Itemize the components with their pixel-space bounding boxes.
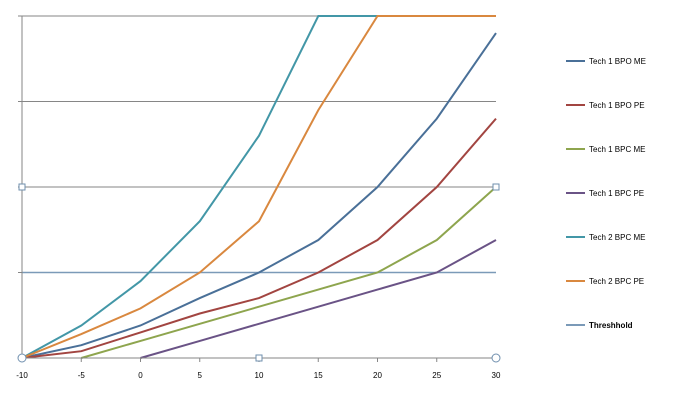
legend-label: Tech 1 BPC ME xyxy=(589,145,645,154)
resize-handle[interactable] xyxy=(255,354,263,362)
x-tick-label: 15 xyxy=(314,371,323,380)
legend-label: Tech 1 BPO PE xyxy=(589,101,645,110)
x-tick-label: 30 xyxy=(492,371,501,380)
series-line-tech-1-bpc-me xyxy=(81,186,497,359)
x-tick-label: 0 xyxy=(138,371,143,380)
legend-label: Threshhold xyxy=(589,321,633,330)
corner-handle[interactable] xyxy=(17,353,27,363)
legend-entry: Tech 2 BPC ME xyxy=(566,233,645,242)
legend-entry: Tech 2 BPC PE xyxy=(566,277,644,286)
legend-entry: Tech 1 BPO PE xyxy=(566,101,645,110)
resize-handle[interactable] xyxy=(492,183,500,191)
x-tick-label: -10 xyxy=(16,371,28,380)
grid-layer xyxy=(22,15,496,273)
legend-entry: Threshhold xyxy=(566,321,633,330)
x-tick-label: -5 xyxy=(78,371,86,380)
legend-entry: Tech 1 BPC ME xyxy=(566,145,645,154)
corner-handle[interactable] xyxy=(491,353,501,363)
series-line-tech-1-bpc-pe xyxy=(140,239,497,359)
x-tick-label: 10 xyxy=(255,371,264,380)
x-tick-label: 25 xyxy=(432,371,441,380)
legend-entry: Tech 1 BPO ME xyxy=(566,57,646,66)
series-line-tech-1-bpo-pe xyxy=(21,117,497,359)
legend-label: Tech 2 BPC ME xyxy=(589,233,645,242)
series-line-tech-1-bpo-me xyxy=(21,32,497,359)
x-tick-label: 5 xyxy=(198,371,203,380)
legend-label: Tech 1 BPC PE xyxy=(589,189,644,198)
axis-layer: -10 -5 0 5 10 15 20 25 30 xyxy=(16,15,501,380)
series-layer xyxy=(21,15,497,359)
legend: Tech 1 BPO ME Tech 1 BPO PE Tech 1 BPC ME T… xyxy=(566,57,646,330)
resize-handle[interactable] xyxy=(18,183,26,191)
legend-label: Tech 1 BPO ME xyxy=(589,57,646,66)
legend-entry: Tech 1 BPC PE xyxy=(566,189,644,198)
x-tick-label: 20 xyxy=(373,371,382,380)
legend-label: Tech 2 BPC PE xyxy=(589,277,644,286)
series-line-tech-2-bpc-pe xyxy=(21,15,496,359)
selection-handles[interactable] xyxy=(17,183,501,363)
